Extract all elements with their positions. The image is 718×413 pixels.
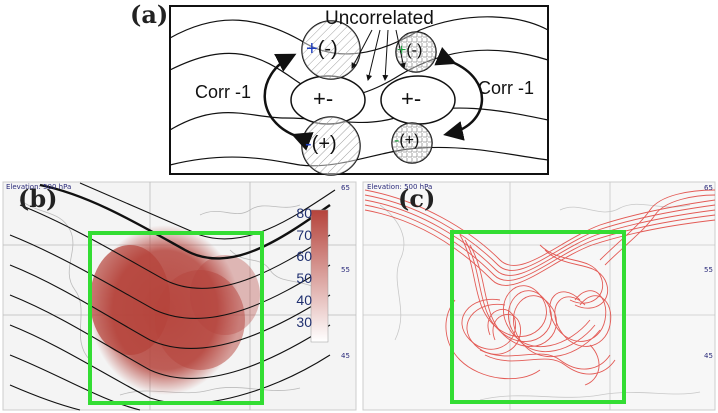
panel-b-lat-55: 55 <box>341 266 350 274</box>
bottom-left-paren: (+) <box>311 133 337 155</box>
bottom-right-sign: - <box>394 132 400 149</box>
colorbar <box>310 209 329 343</box>
corr-left-label: Corr -1 <box>195 82 252 102</box>
top-right-circle-text: +(-) <box>397 42 422 60</box>
colorbar-tick: 70 <box>296 226 312 243</box>
top-right-paren: (-) <box>406 42 423 59</box>
center-right-text: +- <box>401 86 422 111</box>
top-right-sign: + <box>397 42 407 59</box>
uncorrelated-arrows <box>351 29 406 81</box>
center-left-text: +- <box>313 86 334 111</box>
panel-c-elevation: Elevation: 500 hPa <box>367 183 433 191</box>
colorbar-tick: 60 <box>296 248 312 265</box>
colorbar-tick: 30 <box>296 313 312 330</box>
top-left-circle <box>301 20 361 80</box>
uncorrelated-label: Uncorrelated <box>325 8 434 29</box>
bottom-right-circle <box>391 122 433 164</box>
bottom-right-paren: (+) <box>399 132 420 149</box>
colorbar-tick: 80 <box>296 205 312 221</box>
top-left-paren: (-) <box>317 38 338 60</box>
bottom-left-sign: - <box>305 133 312 155</box>
panel-c-coastlines <box>363 182 715 410</box>
panel-b-correlation-shading <box>90 225 260 395</box>
top-left-sign: + <box>306 38 318 60</box>
colorbar-tick: 40 <box>296 291 312 308</box>
panel-b-elevation: Elevation: 500 hPa <box>6 183 72 191</box>
panel-b-label: (b) <box>18 184 58 213</box>
corr-right-label: Corr -1 <box>478 78 535 98</box>
panel-c-label: (c) <box>398 184 436 213</box>
panel-c-lat-45: 45 <box>704 352 713 360</box>
left-corr-arrow <box>263 53 314 151</box>
panel-c-region-box <box>450 230 626 404</box>
panel-c-lat-55: 55 <box>704 266 713 274</box>
colorbar-ticks: 80 70 60 50 40 30 <box>288 203 312 333</box>
top-left-circle-text: +(-) <box>306 38 338 61</box>
panel-a-label: (a) <box>130 0 169 29</box>
panel-b-region-box <box>88 231 264 405</box>
panel-c-lat-65: 65 <box>704 184 713 192</box>
panel-b-lat-65: 65 <box>341 184 350 192</box>
bottom-left-circle-text: -(+) <box>305 133 337 156</box>
bottom-right-circle-text: -(+) <box>394 132 419 150</box>
colorbar-tick: 50 <box>296 270 312 287</box>
right-corr-arrow <box>434 46 484 141</box>
panel-b-lat-45: 45 <box>341 352 350 360</box>
panel-b-contours <box>9 182 336 411</box>
